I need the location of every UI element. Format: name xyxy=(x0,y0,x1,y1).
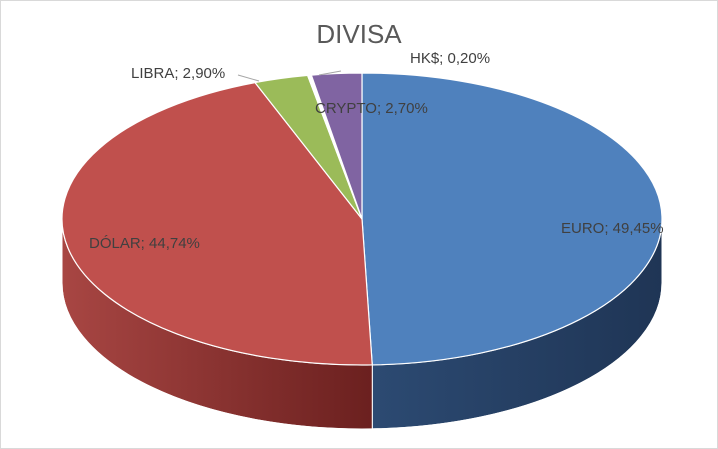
chart-title: DIVISA xyxy=(316,19,402,49)
data-label-euro: EURO; 49,45% xyxy=(561,220,664,237)
pie-slice-euro xyxy=(361,72,663,366)
data-label-libra: LIBRA; 2,90% xyxy=(131,65,225,82)
pie-slice-dlar xyxy=(61,81,373,366)
pie-slice-crypto xyxy=(310,72,363,220)
data-label-crypto: CRYPTO; 2,70% xyxy=(315,100,428,117)
leader-line-hk xyxy=(318,70,342,76)
pie-bottom-rim xyxy=(61,282,663,430)
data-label-dlar: DÓLAR; 44,74% xyxy=(89,235,200,252)
data-label-hk: HK$; 0,20% xyxy=(410,50,490,67)
leader-line-libra xyxy=(237,74,260,82)
